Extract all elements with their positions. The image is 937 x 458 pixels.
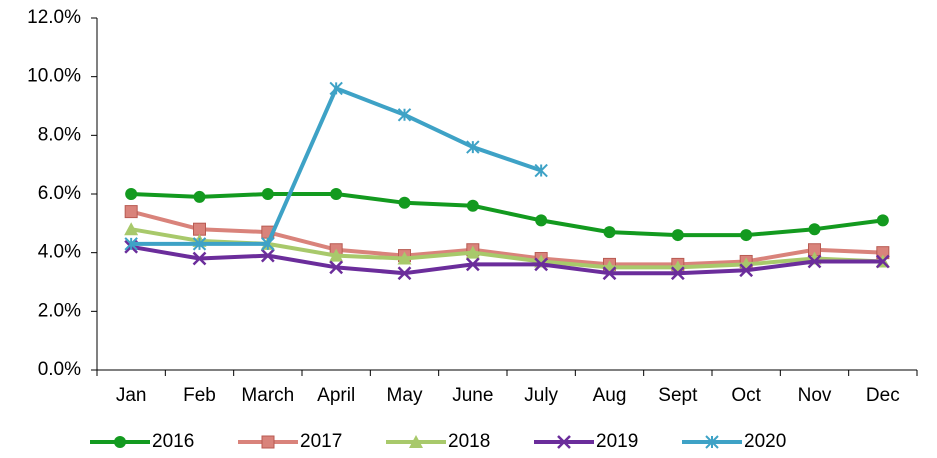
marker bbox=[397, 251, 412, 265]
x-tick-label: Aug bbox=[593, 385, 627, 406]
y-tick-label: 10.0% bbox=[27, 66, 81, 87]
series-line bbox=[130, 244, 883, 276]
y-tick-label: 4.0% bbox=[38, 242, 81, 263]
marker bbox=[670, 266, 685, 281]
marker bbox=[671, 229, 684, 242]
marker bbox=[261, 435, 275, 449]
y-tick-label: 2.0% bbox=[38, 300, 81, 321]
marker bbox=[876, 214, 889, 227]
x-tick-label: June bbox=[452, 385, 493, 406]
marker bbox=[875, 254, 890, 269]
x-tick-label: May bbox=[387, 385, 423, 406]
x-tick-label: March bbox=[241, 385, 294, 406]
x-tick-label: April bbox=[317, 385, 355, 406]
marker bbox=[534, 257, 549, 272]
marker bbox=[193, 190, 206, 203]
marker bbox=[465, 245, 480, 259]
marker bbox=[260, 248, 275, 263]
marker bbox=[192, 251, 207, 266]
x-tick-label: Sept bbox=[658, 385, 698, 406]
x-tick-label: July bbox=[524, 385, 558, 406]
marker bbox=[398, 196, 411, 209]
marker bbox=[465, 257, 480, 272]
series-line bbox=[131, 192, 884, 238]
marker bbox=[329, 81, 343, 96]
marker bbox=[740, 229, 753, 242]
series-line bbox=[130, 209, 883, 267]
marker bbox=[466, 199, 479, 212]
marker bbox=[808, 223, 821, 236]
marker bbox=[409, 435, 423, 448]
marker bbox=[329, 248, 344, 262]
marker bbox=[397, 108, 412, 122]
y-tick-label: 12.0% bbox=[27, 7, 81, 28]
y-tick-label: 8.0% bbox=[38, 124, 81, 145]
marker bbox=[124, 237, 138, 251]
legend-label: 2018 bbox=[448, 431, 490, 452]
legend-label: 2016 bbox=[152, 431, 194, 452]
x-tick-label: Dec bbox=[866, 385, 900, 406]
marker bbox=[330, 188, 343, 200]
marker bbox=[192, 237, 207, 251]
legend-label: 2019 bbox=[596, 431, 638, 452]
x-tick-label: Jan bbox=[116, 385, 147, 406]
marker bbox=[125, 188, 138, 200]
x-tick-label: Oct bbox=[731, 385, 761, 406]
marker bbox=[114, 436, 126, 448]
y-tick-label: 0.0% bbox=[38, 359, 81, 380]
marker bbox=[557, 435, 571, 449]
legend-label: 2020 bbox=[744, 431, 786, 452]
marker bbox=[193, 222, 206, 236]
marker bbox=[466, 140, 480, 154]
marker bbox=[124, 222, 139, 236]
marker bbox=[124, 205, 138, 219]
marker bbox=[261, 237, 275, 251]
x-tick-label: Nov bbox=[798, 385, 832, 406]
marker bbox=[534, 163, 548, 178]
legend-label: 2017 bbox=[300, 431, 342, 452]
x-tick-label: Feb bbox=[183, 385, 216, 406]
series-line bbox=[131, 86, 542, 246]
marker bbox=[602, 266, 617, 281]
y-tick-label: 6.0% bbox=[38, 183, 81, 204]
marker bbox=[535, 214, 548, 227]
marker bbox=[603, 226, 616, 239]
marker bbox=[739, 263, 754, 278]
marker bbox=[329, 260, 344, 275]
marker bbox=[807, 254, 822, 269]
marker bbox=[261, 188, 274, 200]
marker bbox=[397, 266, 412, 281]
marker bbox=[705, 435, 719, 449]
